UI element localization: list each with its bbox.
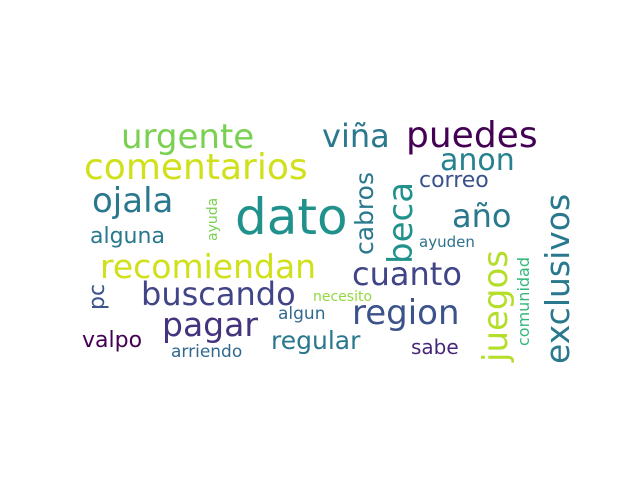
word-puedes: puedes — [406, 115, 538, 156]
word-comunidad: comunidad — [514, 256, 533, 346]
word-ayuda: ayuda — [205, 197, 221, 241]
word-pc: pc — [85, 283, 110, 310]
word-pagar: pagar — [162, 305, 258, 344]
word-comentarios: comentarios — [84, 147, 308, 188]
word-arriendo: arriendo — [171, 342, 243, 362]
word-algun: algun — [278, 304, 326, 324]
word-cabros: cabros — [350, 172, 379, 255]
word-regular: regular — [271, 326, 361, 355]
word-recomiendan: recomiendan — [100, 247, 317, 286]
word-ojala: ojala — [92, 181, 174, 221]
word-region: region — [352, 293, 460, 333]
word-beca: beca — [381, 181, 421, 264]
word-ayuden: ayuden — [419, 233, 475, 251]
word-ano: año — [452, 197, 512, 235]
word-juegos: juegos — [476, 249, 516, 362]
word-necesito: necesito — [313, 289, 373, 305]
word-exclusivos: exclusivos — [538, 193, 577, 364]
word-sabe: sabe — [411, 335, 459, 359]
word-dato: dato — [235, 188, 348, 246]
word-alguna: alguna — [90, 224, 165, 249]
word-urgente: urgente — [121, 117, 255, 157]
word-anon: anon — [440, 143, 515, 178]
word-vina: viña — [322, 117, 390, 155]
word-buscando: buscando — [141, 275, 296, 313]
word-valpo: valpo — [82, 328, 143, 353]
word-correo: correo — [419, 168, 489, 193]
word-cuanto: cuanto — [352, 255, 462, 293]
